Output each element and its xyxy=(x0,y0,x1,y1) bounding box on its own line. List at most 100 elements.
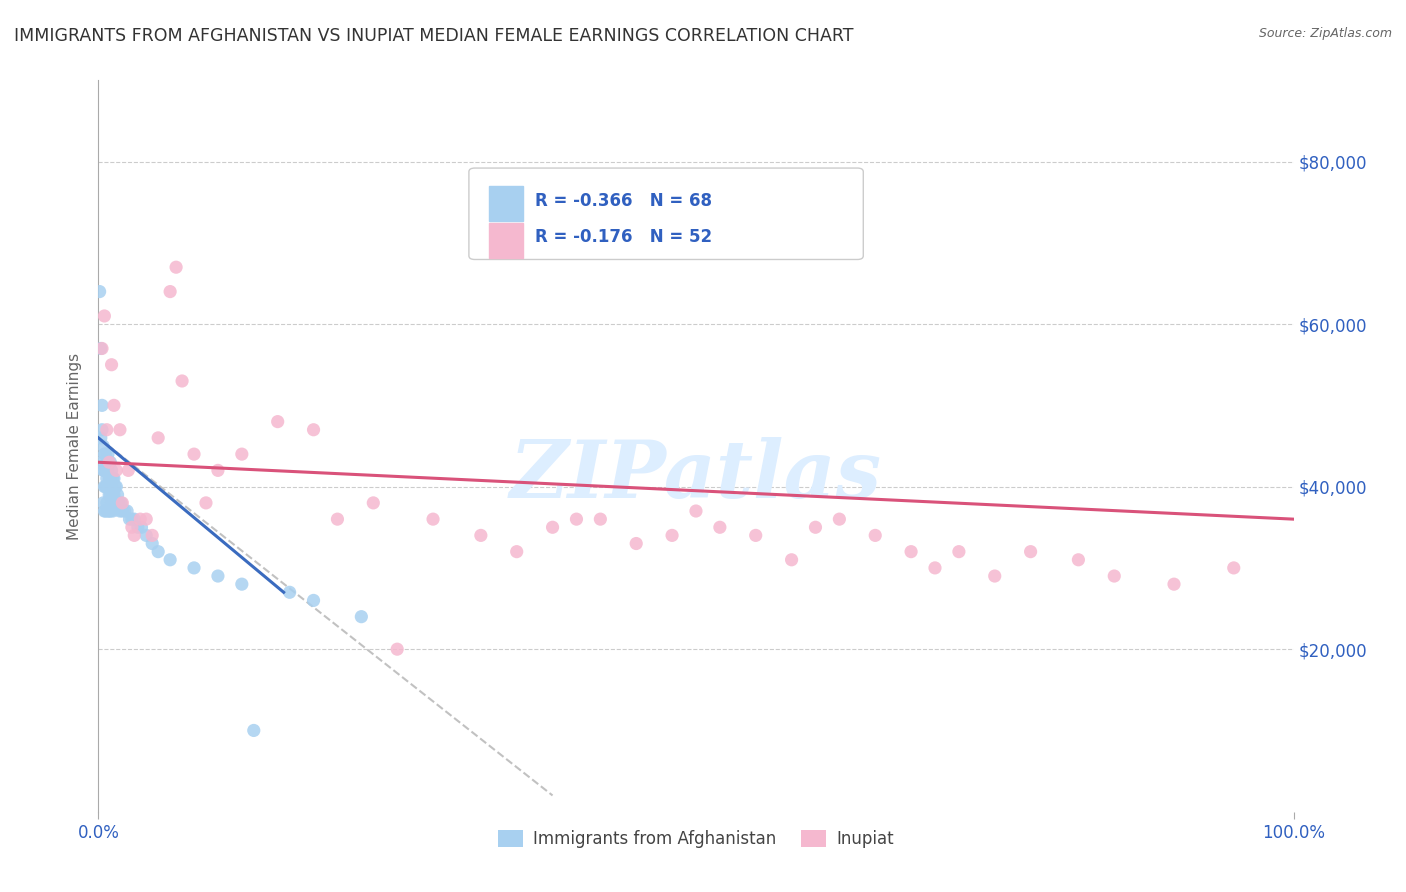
Point xyxy=(101,504,124,518)
Point xyxy=(470,528,492,542)
Point xyxy=(385,642,409,657)
Text: R = -0.176   N = 52: R = -0.176 N = 52 xyxy=(534,228,711,246)
Point xyxy=(141,528,163,542)
Point xyxy=(91,342,114,356)
Y-axis label: Median Female Earnings: Median Female Earnings xyxy=(67,352,83,540)
Point xyxy=(108,423,131,437)
Point xyxy=(1104,569,1126,583)
Text: R = -0.366   N = 68: R = -0.366 N = 68 xyxy=(534,192,711,211)
Point xyxy=(114,504,136,518)
Point xyxy=(93,463,115,477)
Point xyxy=(121,520,143,534)
Point xyxy=(127,520,149,534)
Point xyxy=(104,480,127,494)
Point xyxy=(96,455,118,469)
Point xyxy=(506,544,529,558)
Point xyxy=(94,447,117,461)
Point xyxy=(91,423,114,437)
Point xyxy=(129,512,152,526)
Point xyxy=(165,260,187,275)
FancyBboxPatch shape xyxy=(489,223,523,259)
FancyBboxPatch shape xyxy=(489,186,523,221)
Point xyxy=(565,512,588,526)
Point xyxy=(207,569,229,583)
Point xyxy=(661,528,683,542)
Point xyxy=(159,285,181,299)
Point xyxy=(98,471,122,485)
Point xyxy=(159,553,181,567)
Point xyxy=(118,512,141,526)
Point xyxy=(1019,544,1042,558)
FancyBboxPatch shape xyxy=(470,168,863,260)
Point xyxy=(97,463,120,477)
Point xyxy=(121,512,143,526)
Point xyxy=(172,374,194,388)
Point xyxy=(107,496,129,510)
Point xyxy=(141,536,163,550)
Point xyxy=(231,447,253,461)
Point xyxy=(98,504,121,518)
Point xyxy=(96,423,118,437)
Point xyxy=(93,309,115,323)
Point xyxy=(135,528,157,542)
Point xyxy=(94,463,117,477)
Point xyxy=(131,520,153,534)
Point xyxy=(589,512,612,526)
Point xyxy=(363,496,385,510)
Point xyxy=(91,496,114,510)
Point xyxy=(780,553,803,567)
Text: IMMIGRANTS FROM AFGHANISTAN VS INUPIAT MEDIAN FEMALE EARNINGS CORRELATION CHART: IMMIGRANTS FROM AFGHANISTAN VS INUPIAT M… xyxy=(14,27,853,45)
Point xyxy=(105,496,128,510)
Point xyxy=(103,398,125,412)
Point xyxy=(90,431,112,445)
Point xyxy=(828,512,851,526)
Point xyxy=(1223,561,1246,575)
Point xyxy=(93,504,115,518)
Point xyxy=(103,488,125,502)
Point xyxy=(97,447,120,461)
Point xyxy=(94,480,117,494)
Point xyxy=(93,447,115,461)
Point xyxy=(98,455,122,469)
Point xyxy=(900,544,922,558)
Point xyxy=(195,496,218,510)
Point xyxy=(326,512,349,526)
Point xyxy=(135,512,157,526)
Point xyxy=(100,480,122,494)
Point xyxy=(97,504,120,518)
Point xyxy=(924,561,946,575)
Point xyxy=(97,480,120,494)
Point xyxy=(865,528,887,542)
Point xyxy=(94,504,117,518)
Point xyxy=(103,471,125,485)
Point xyxy=(100,463,122,477)
Point xyxy=(124,512,146,526)
Point xyxy=(98,504,122,518)
Point xyxy=(1067,553,1090,567)
Point xyxy=(124,528,146,542)
Point xyxy=(111,496,134,510)
Point xyxy=(105,480,128,494)
Point xyxy=(91,463,114,477)
Point xyxy=(108,504,131,518)
Point xyxy=(98,488,122,502)
Point xyxy=(98,455,121,469)
Point xyxy=(148,544,170,558)
Point xyxy=(302,423,325,437)
Point xyxy=(278,585,301,599)
Point xyxy=(104,496,127,510)
Point xyxy=(89,285,111,299)
Legend: Immigrants from Afghanistan, Inupiat: Immigrants from Afghanistan, Inupiat xyxy=(491,823,901,855)
Text: ZIPatlas: ZIPatlas xyxy=(510,436,882,514)
Point xyxy=(111,504,134,518)
Point xyxy=(1163,577,1185,591)
Point xyxy=(422,512,444,526)
Point xyxy=(98,471,121,485)
Point xyxy=(110,496,132,510)
Point xyxy=(91,398,114,412)
Point xyxy=(148,431,170,445)
Point xyxy=(100,496,122,510)
Point xyxy=(350,609,373,624)
Point xyxy=(96,471,118,485)
Point xyxy=(207,463,229,477)
